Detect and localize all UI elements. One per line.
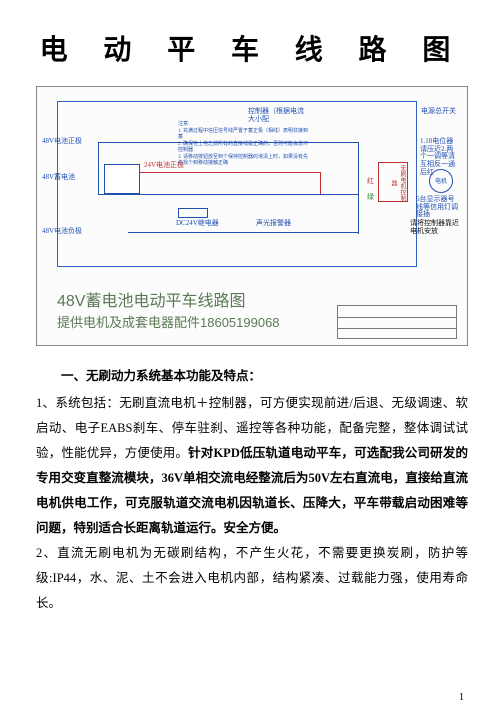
label-battery: 48V蓄电池 xyxy=(42,174,75,182)
label-battery-pos: 48V电池正极 xyxy=(42,138,82,146)
note-2: 2. 确保在上电之前所有的直接线是正确的，否则可能会烧坏控制器 xyxy=(178,142,308,155)
battery-icon xyxy=(104,164,140,194)
diagram-frame: 无刷电机控制器 48V电池正极 48V蓄电池 48V电池负极 24V电池正极 D… xyxy=(57,101,417,267)
label-green: 绿 xyxy=(367,194,374,202)
label-power-switch: 电源总开关 xyxy=(421,108,456,116)
note-3: 3. 请移动按钮放至到个保持控制器的滑清上时，如果没有先先找个到移动接触正确 xyxy=(178,155,308,168)
controller-box: 无刷电机控制器 xyxy=(378,162,408,202)
label-battery-neg: 48V电池负极 xyxy=(42,228,82,236)
page-title: 电 动 平 车 线 路 图 xyxy=(36,28,468,68)
diagram-caption-main: 48V蓄电池电动平车线路图 xyxy=(57,287,245,311)
label-red: 红 xyxy=(367,178,374,186)
page-number: 1 xyxy=(459,692,464,703)
section-1-heading: 一、无刷动力系统基本功能及特点： xyxy=(36,364,468,389)
label-alarm: 声光报警器 xyxy=(256,220,291,228)
label-side3: 6台显示器号线等信用灯调接插 xyxy=(416,196,460,219)
title-block xyxy=(337,305,457,339)
label-relay: DC24V继电器 xyxy=(176,220,219,228)
relay-icon xyxy=(178,208,208,218)
diagram-notes: 注意: 1. 充满过程中信压信号线严置于蓄正极（相线）表明非接到蓄 2. 确保在… xyxy=(178,122,308,168)
diagram-caption-sub: 提供电机及成套电器配件18605199068 xyxy=(57,312,280,331)
motor-icon: 电机 xyxy=(429,169,453,193)
body-content: 一、无刷动力系统基本功能及特点： 1、系统包括：无刷直流电机＋控制器，可方便实现… xyxy=(36,364,468,616)
label-side4: 请将控制器靠近电机安放 xyxy=(410,220,460,235)
paragraph-1: 1、系统包括：无刷直流电机＋控制器，可方便实现前进/后退、无级调速、软启动、电子… xyxy=(36,391,468,541)
note-1: 1. 充满过程中信压信号线严置于蓄正极（相线）表明非接到蓄 xyxy=(178,129,308,142)
circuit-diagram: 无刷电机控制器 48V电池正极 48V蓄电池 48V电池负极 24V电池正极 D… xyxy=(36,86,468,346)
paragraph-2: 2、直流无刷电机为无碳刷结构，不产生火花，不需要更换炭刷，防护等级:IP44，水… xyxy=(36,541,468,616)
